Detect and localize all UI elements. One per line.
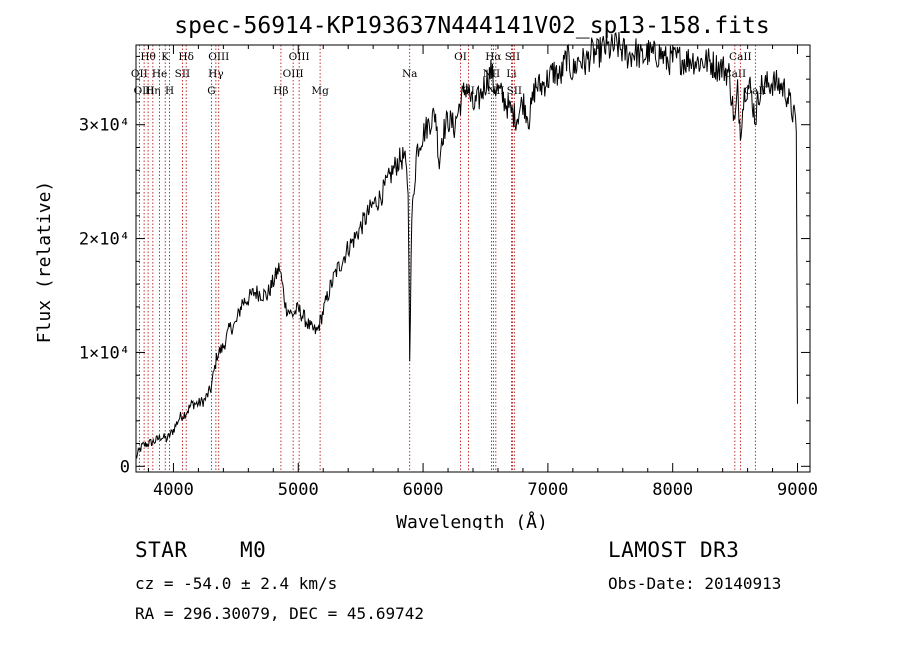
x-tick-label-2: 6000 xyxy=(403,480,444,500)
line-label-9: G xyxy=(207,85,215,97)
line-label-6: H xyxy=(165,85,174,97)
x-tick-label-1: 5000 xyxy=(278,480,319,500)
y-tick-label-0: 0 xyxy=(120,457,130,477)
line-label-2: OIII xyxy=(134,85,155,97)
x-axis-label: Wavelength (Å) xyxy=(396,511,548,530)
y-tick-label-1: 1×10⁴ xyxy=(79,343,130,363)
line-label-11: OIII xyxy=(208,51,229,63)
line-label-0: Hθ xyxy=(140,51,155,63)
spectral-line-markers: HθOIIOIIIHηHeKHSIIHδGHγOIIIHβOIIIOIIIMgN… xyxy=(131,45,767,472)
x-tick-label-0: 4000 xyxy=(153,480,194,500)
line-label-22: Li xyxy=(506,68,517,80)
line-label-4: He xyxy=(152,68,167,80)
line-label-8: Hδ xyxy=(178,51,193,63)
axes: 4000 5000 6000 7000 8000 9000 0 1×10⁴ 2×10⁴ 3×10⁴ xyxy=(79,44,818,500)
observation-date: Obs-Date: 20140913 xyxy=(608,574,782,593)
y-tick-label-2: 2×10⁴ xyxy=(79,230,130,250)
x-tick-label-4: 8000 xyxy=(652,480,693,500)
line-label-3: Hη xyxy=(145,85,160,97)
spectrum-series xyxy=(135,31,798,459)
x-tick-label-3: 7000 xyxy=(527,480,568,500)
line-label-7: SII xyxy=(175,68,191,80)
object-class: STAR xyxy=(135,538,188,562)
line-label-12: Hβ xyxy=(273,85,288,97)
line-label-16: Na xyxy=(402,68,417,80)
line-label-14: OIII xyxy=(289,51,310,63)
coordinates: RA = 296.30079, DEC = 45.69742 xyxy=(135,604,424,623)
y-axis-label: Flux (relative) xyxy=(34,181,55,344)
line-label-23: SII xyxy=(505,51,521,63)
chart-title: spec-56914-KP193637N444141V02_sp13-158.f… xyxy=(174,13,769,39)
line-label-20: Hα xyxy=(485,51,501,63)
object-subclass: M0 xyxy=(240,538,267,562)
line-label-24: SII xyxy=(507,85,523,97)
line-label-10: Hγ xyxy=(208,68,223,80)
y-tick-label-3: 3×10⁴ xyxy=(79,116,130,136)
spectrum-plot: spec-56914-KP193637N444141V02_sp13-158.f… xyxy=(34,13,818,530)
x-tick-label-5: 9000 xyxy=(777,480,818,500)
series-0-line xyxy=(135,31,798,459)
line-label-13: OIII xyxy=(283,68,304,80)
line-label-17: OI xyxy=(454,51,467,63)
line-label-1: OII xyxy=(131,68,148,80)
line-label-5: K xyxy=(161,51,169,63)
line-label-15: Mg xyxy=(311,85,329,97)
survey-name: LAMOST DR3 xyxy=(608,538,740,562)
line-label-26: CaII xyxy=(729,51,752,63)
redshift-velocity: cz = -54.0 ± 2.4 km/s xyxy=(135,574,338,593)
